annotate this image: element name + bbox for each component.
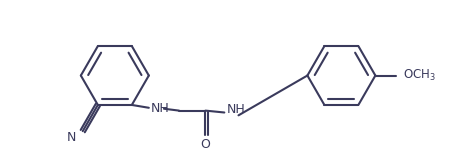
Text: OCH$_3$: OCH$_3$ xyxy=(402,68,435,83)
Text: N: N xyxy=(67,131,76,144)
Text: NH: NH xyxy=(151,102,169,115)
Text: NH: NH xyxy=(227,103,246,116)
Text: O: O xyxy=(200,138,210,151)
